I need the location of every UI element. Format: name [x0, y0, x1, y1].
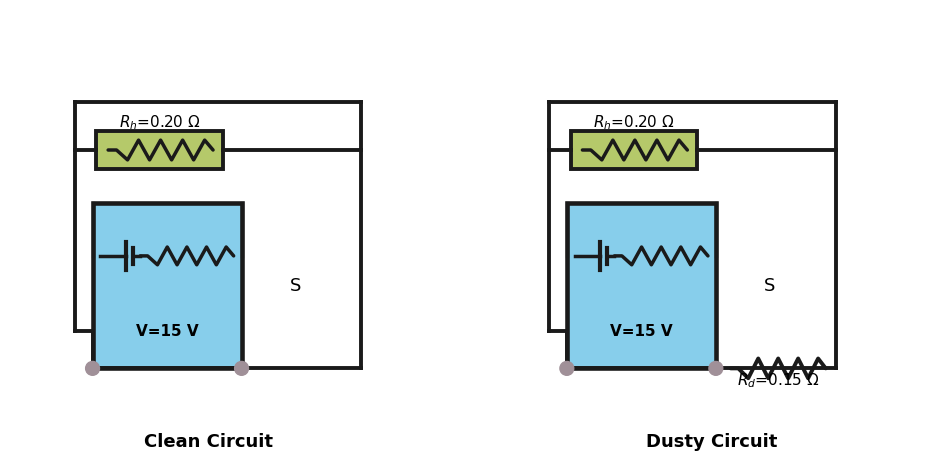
Text: V=15 V: V=15 V — [136, 325, 199, 340]
Text: Dusty Circuit: Dusty Circuit — [646, 433, 778, 452]
Polygon shape — [566, 203, 716, 368]
Text: $R_h$=0.20 $\Omega$: $R_h$=0.20 $\Omega$ — [593, 113, 675, 132]
Circle shape — [234, 361, 248, 375]
Text: V=15 V: V=15 V — [610, 325, 673, 340]
Circle shape — [709, 361, 723, 375]
Text: $R_d$=0.15 $\Omega$: $R_d$=0.15 $\Omega$ — [737, 371, 820, 390]
Text: $R_h$=0.20 $\Omega$: $R_h$=0.20 $\Omega$ — [119, 113, 200, 132]
Polygon shape — [96, 131, 223, 169]
Circle shape — [86, 361, 100, 375]
Polygon shape — [570, 131, 697, 169]
Text: Clean Circuit: Clean Circuit — [144, 433, 273, 452]
Polygon shape — [92, 203, 242, 368]
Circle shape — [560, 361, 574, 375]
Text: S: S — [764, 276, 775, 295]
Text: S: S — [290, 276, 301, 295]
